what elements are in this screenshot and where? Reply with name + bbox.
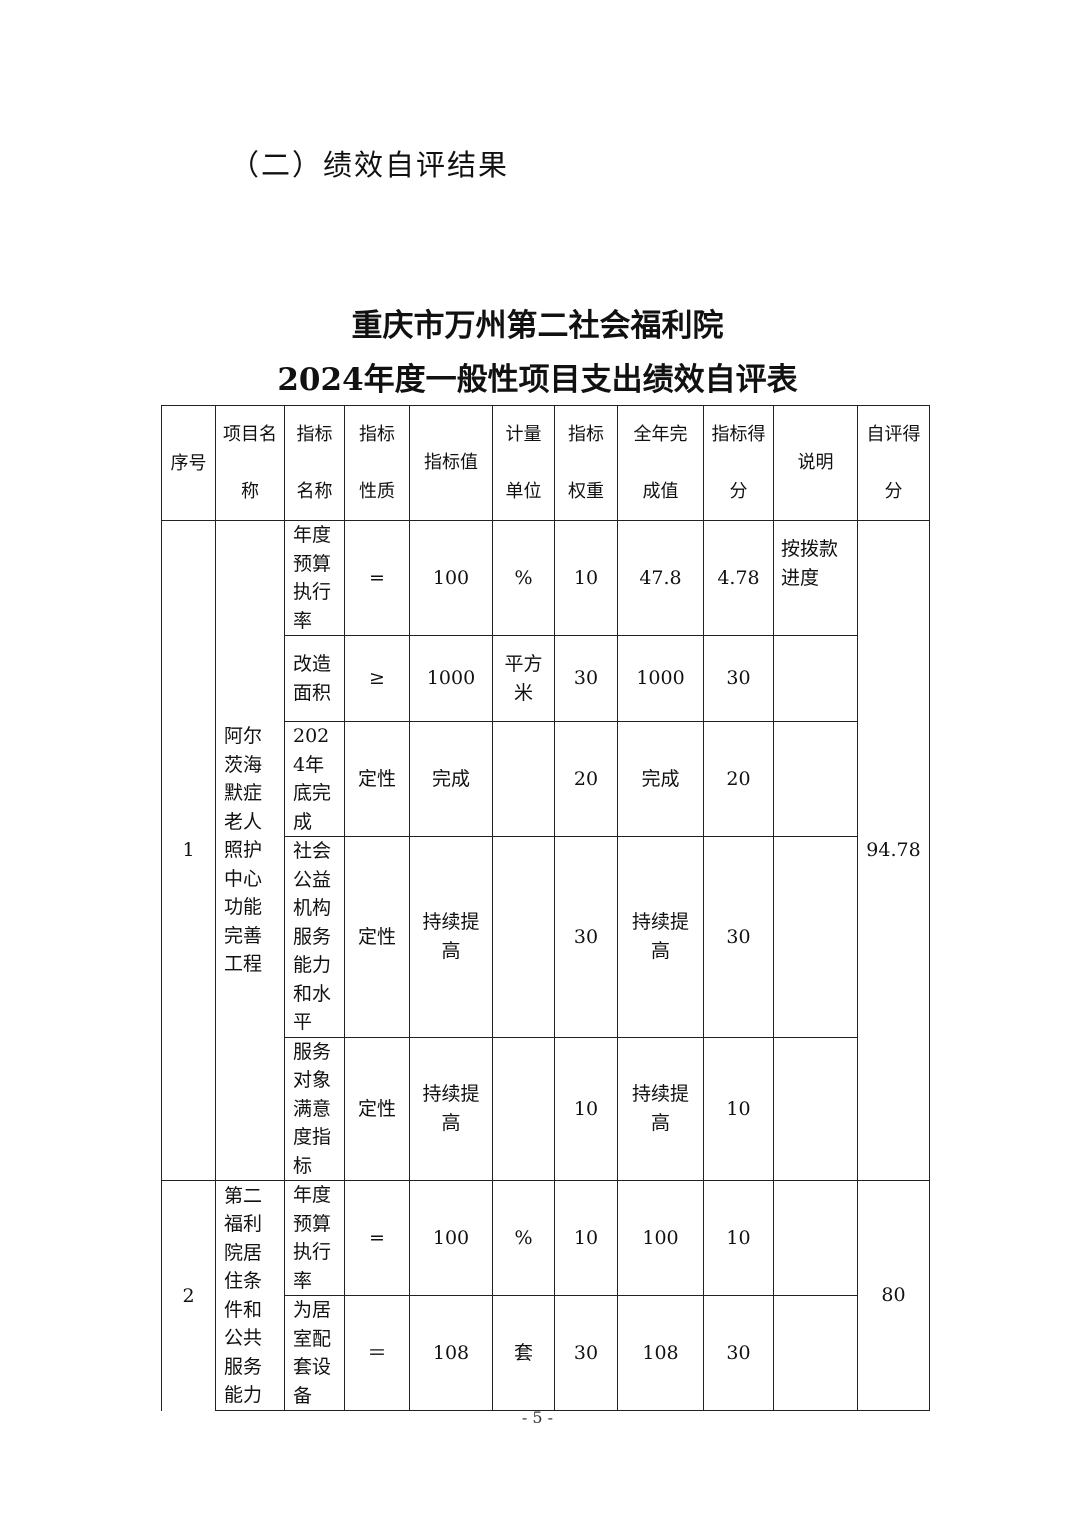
table-row: 2024年底完成 定性 完成 20 完成 20 <box>162 721 930 837</box>
note-cell <box>773 1036 858 1181</box>
points-cell: 10 <box>703 1180 774 1296</box>
header-actual: 全年完成值 <box>617 405 704 521</box>
indicator-nature-cell: ＝ <box>344 1295 410 1411</box>
actual-cell: 100 <box>617 1180 704 1296</box>
actual-cell: 持续提高 <box>617 1036 704 1181</box>
actual-cell: 持续提高 <box>617 836 704 1038</box>
table-title-line2: 2024年度一般性项目支出绩效自评表 <box>277 362 798 398</box>
points-cell: 4.78 <box>703 520 774 636</box>
section-heading: （二）绩效自评结果 <box>230 148 510 182</box>
table-row: 改造面积 ≥1000 平方米 30 1000 30 <box>162 635 930 722</box>
note-cell <box>773 1180 858 1296</box>
project-name-cell: 阿尔茨海默症老人照护中心功能完善工程 <box>215 520 285 1181</box>
points-cell: 30 <box>703 635 774 722</box>
actual-cell: 47.8 <box>617 520 704 636</box>
header-indicator-name: 指标名称 <box>284 405 345 521</box>
weight-cell: 30 <box>554 1295 618 1411</box>
indicator-nature-cell: ≥ <box>344 635 410 722</box>
unit-cell: 套 <box>492 1295 555 1411</box>
seq-cell: 1 <box>161 520 216 1181</box>
self-score-cell: 94.78 <box>857 520 930 1181</box>
indicator-nature-cell: = <box>344 1180 410 1296</box>
points-cell: 10 <box>703 1036 774 1181</box>
self-score-cell: 80 <box>857 1180 930 1411</box>
weight-cell: 30 <box>554 836 618 1038</box>
note-cell: 按拨款进度 <box>773 520 858 636</box>
header-seq: 序号 <box>161 405 216 521</box>
note-cell <box>773 635 858 722</box>
weight-cell: 10 <box>554 520 618 636</box>
page-number: - 5 - <box>521 1408 554 1427</box>
unit-cell <box>492 721 555 837</box>
table-row: 为居室配套设备＝ 108 套 30 108 30 <box>162 1295 930 1411</box>
weight-cell: 10 <box>554 1036 618 1181</box>
indicator-value-cell: 100 <box>409 1180 493 1296</box>
indicator-value-cell: 108 <box>409 1295 493 1411</box>
weight-cell: 10 <box>554 1180 618 1296</box>
project-name-cell: 第二福利院居住条件和公共服务能力 <box>215 1180 285 1411</box>
unit-cell: % <box>492 520 555 636</box>
header-unit: 计量单位 <box>492 405 555 521</box>
note-cell <box>773 721 858 837</box>
note-cell <box>773 1295 858 1411</box>
unit-cell <box>492 1036 555 1181</box>
header-points: 指标得分 <box>703 405 774 521</box>
points-cell: 30 <box>703 1295 774 1411</box>
points-cell: 20 <box>703 721 774 837</box>
header-weight: 指标权重 <box>554 405 618 521</box>
seq-cell: 2 <box>161 1180 216 1411</box>
header-note: 说明 <box>773 405 858 521</box>
indicator-name-cell: 年度预算执行率 <box>284 520 345 636</box>
weight-cell: 20 <box>554 721 618 837</box>
indicator-name-cell: 服务对象满意度指标 <box>284 1036 345 1181</box>
indicator-nature-cell: = <box>344 520 410 636</box>
actual-cell: 108 <box>617 1295 704 1411</box>
actual-cell: 完成 <box>617 721 704 837</box>
indicator-name-cell: 2024年底完成 <box>284 721 345 837</box>
indicator-value-cell: 100 <box>409 520 493 636</box>
indicator-value-cell: 完成 <box>409 721 493 837</box>
table-row: 1 阿尔茨海默症老人照护中心功能完善工程 年度预算执行率 = 100% 10 47.8 4.7… <box>161 520 930 1181</box>
weight-cell: 30 <box>554 635 618 722</box>
indicator-nature-cell: 定性 <box>344 836 410 1038</box>
performance-table: 序号 项目名称 指标名称 指标性质 指标值 计量单位 指标权重 全年完成值 指标得分 说明 自评得分… <box>161 405 930 1411</box>
table-row: 服务对象满意度指标 定性 持续提高 10 持续提高 10 <box>162 1036 930 1181</box>
points-cell: 30 <box>703 836 774 1038</box>
header-indicator-nature: 指标性质 <box>344 405 410 521</box>
indicator-value-cell: 持续提高 <box>409 1036 493 1181</box>
indicator-value-cell: 1000 <box>409 635 493 722</box>
header-self-score: 自评得分 <box>857 405 930 521</box>
indicator-name-cell: 为居室配套设备 <box>284 1295 345 1411</box>
header-indicator-value: 指标值 <box>409 405 493 521</box>
unit-cell: % <box>492 1180 555 1296</box>
indicator-name-cell: 年度预算执行率 <box>284 1180 345 1296</box>
unit-cell: 平方米 <box>492 635 555 722</box>
indicator-name-cell: 改造面积 <box>284 635 345 722</box>
note-cell <box>773 836 858 1038</box>
indicator-name-cell: 社会公益机构服务能力和水平 <box>284 836 345 1038</box>
actual-cell: 1000 <box>617 635 704 722</box>
indicator-value-cell: 持续提高 <box>409 836 493 1038</box>
header-project-name: 项目名称 <box>215 405 285 521</box>
indicator-nature-cell: 定性 <box>344 1036 410 1181</box>
indicator-nature-cell: 定性 <box>344 721 410 837</box>
table-row: 2 第二福利院居住条件和公共服务能力 年度预算执行率 = 100% 10 100 10 80 <box>161 1180 930 1411</box>
header-row: 序号 项目名称 指标名称 指标性质 指标值 计量单位 指标权重 全年完成值 指标得分 说明 自评得分 <box>161 405 930 521</box>
table-title-line1: 重庆市万州第二社会福利院 <box>351 308 724 344</box>
unit-cell <box>492 836 555 1038</box>
table-row: 社会公益机构服务能力和水平 定性 持续提高 30 持续提高 30 <box>162 836 930 1038</box>
